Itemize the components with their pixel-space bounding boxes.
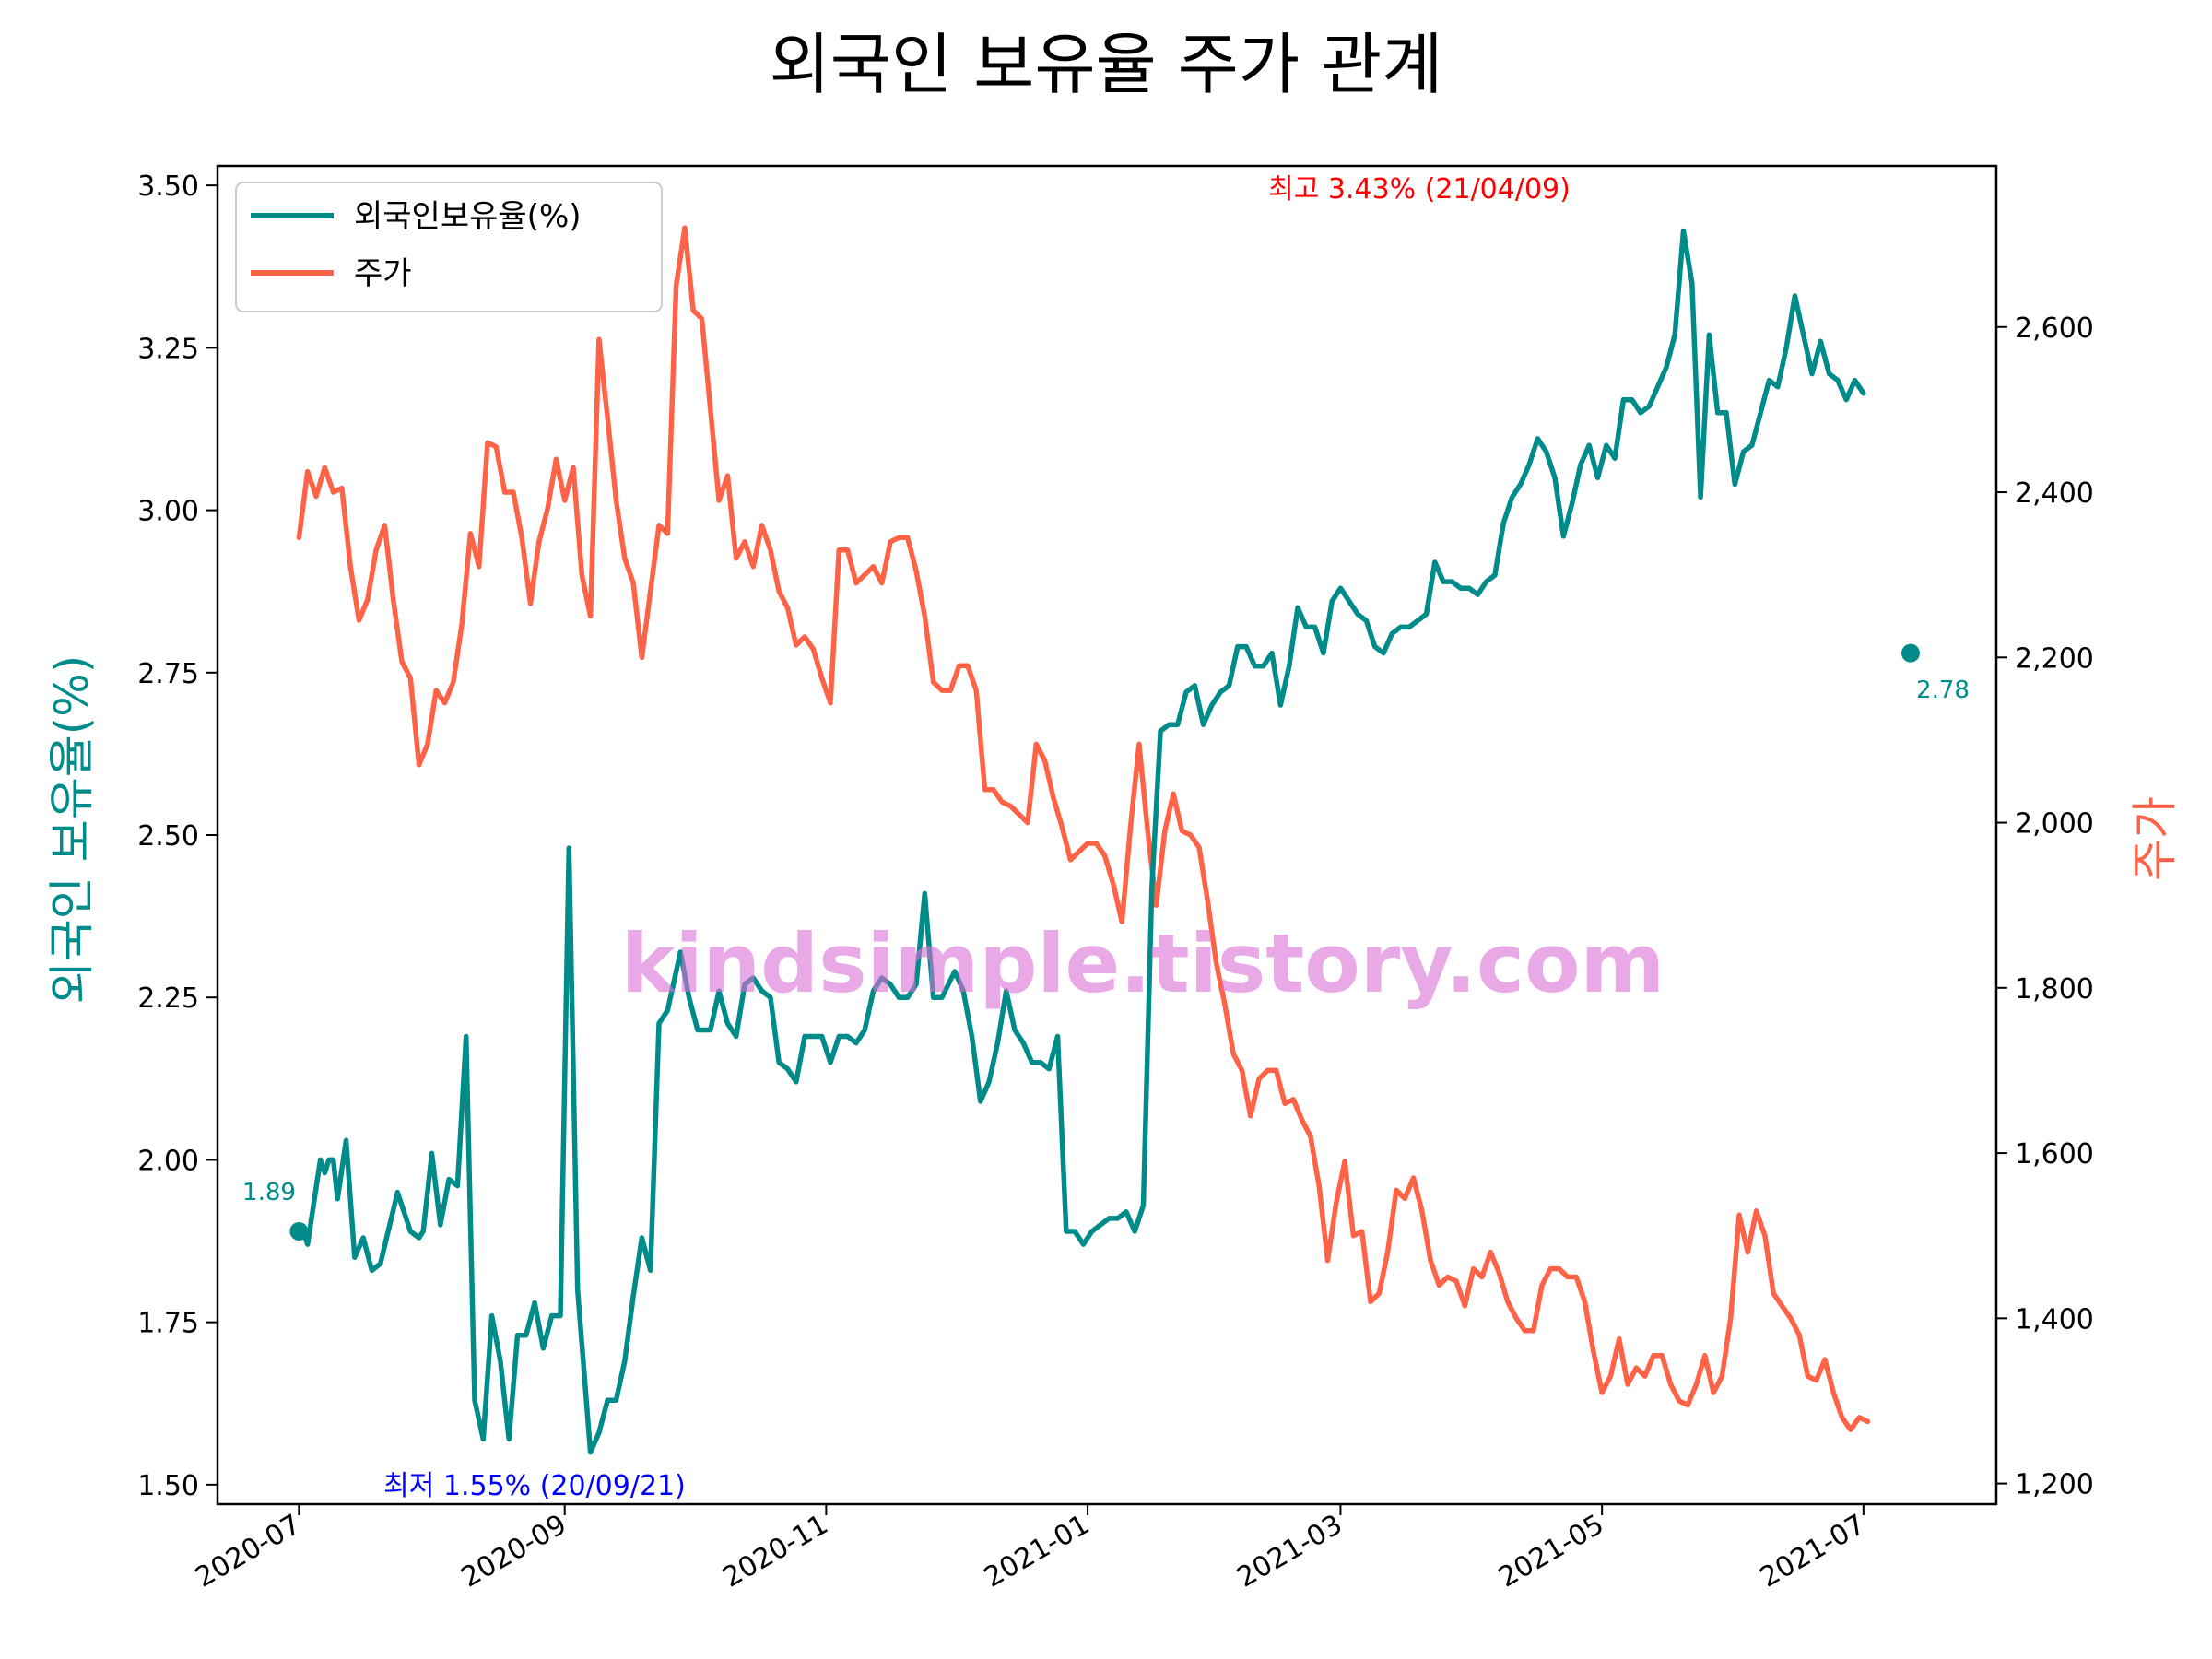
- y-left-tick-label: 3.25: [137, 333, 199, 365]
- legend-label-ownership: 외국인보유율(%): [354, 198, 582, 235]
- y-right-tick-label: 1,600: [2015, 1138, 2094, 1171]
- y-left-tick-label: 2.75: [137, 658, 199, 690]
- legend-box: [235, 182, 663, 312]
- y-left-tick-label: 3.50: [137, 171, 199, 203]
- y-right-tick-label: 1,800: [2015, 973, 2094, 1006]
- min-annotation: 최저 1.55% (20/09/21): [383, 1470, 686, 1502]
- y-axis-right-label: 주가: [2128, 796, 2182, 881]
- y-left-tick-label: 1.75: [137, 1308, 199, 1340]
- start-value-label: 1.89: [242, 1179, 296, 1206]
- y-left-tick-label: 2.00: [137, 1145, 199, 1177]
- y-right-tick-label: 2,200: [2015, 642, 2094, 675]
- end-value-label: 2.78: [1916, 677, 1970, 704]
- plot-frame: [216, 164, 1998, 1506]
- y-right-tick-label: 2,400: [2015, 477, 2094, 510]
- legend: 외국인보유율(%) 주가: [235, 182, 663, 312]
- x-tick-label: 2020-11: [717, 1509, 833, 1594]
- watermark: kindsimple.tistory.com: [621, 916, 1665, 1011]
- end-point-marker: [1900, 643, 1920, 663]
- y-right-tick-label: 2,000: [2015, 808, 2094, 841]
- y-left-tick-label: 1.50: [137, 1470, 199, 1502]
- y-left-tick-label: 2.50: [137, 820, 199, 853]
- series-line-ownership: [296, 228, 1866, 1455]
- y-left-tick-label: 3.00: [137, 496, 199, 528]
- x-tick-label: 2021-07: [1755, 1509, 1871, 1594]
- x-tick-label: 2021-05: [1493, 1509, 1609, 1594]
- plot-area: [216, 164, 1998, 1506]
- series-line-price: [296, 225, 1871, 1433]
- max-annotation: 최고 3.43% (21/04/09): [1268, 173, 1571, 206]
- start-point-marker: [289, 1221, 309, 1241]
- y-right-tick-label: 1,400: [2015, 1303, 2094, 1335]
- y-right-tick-label: 2,600: [2015, 312, 2094, 345]
- x-tick-label: 2020-09: [456, 1509, 572, 1594]
- x-tick-label: 2020-07: [190, 1509, 306, 1594]
- y-axis-left-label: 외국인 보유율(%): [45, 655, 99, 1004]
- y-right-tick-label: 1,200: [2015, 1469, 2094, 1501]
- series-group: [289, 225, 1920, 1455]
- y-left-tick-label: 2.25: [137, 982, 199, 1015]
- chart-title: 외국인 보유율 주가 관계: [769, 26, 1442, 103]
- x-tick-label: 2021-03: [1231, 1509, 1347, 1594]
- legend-label-price: 주가: [354, 255, 412, 292]
- x-tick-label: 2021-01: [979, 1509, 1095, 1594]
